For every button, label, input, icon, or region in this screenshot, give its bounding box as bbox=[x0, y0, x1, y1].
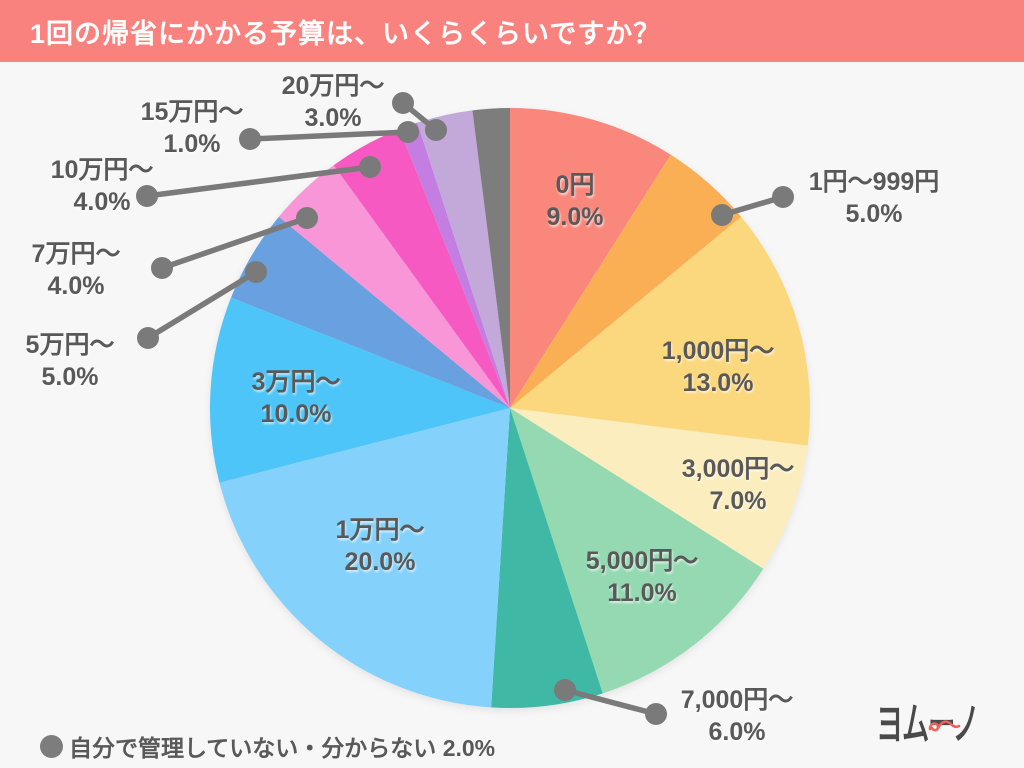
leader-line-9 bbox=[159, 215, 310, 271]
pie-slice-2 bbox=[510, 216, 810, 446]
legend-label: 自分で管理していない・分からない 2.0% bbox=[69, 729, 495, 763]
slice-label-3: 3,000円〜 7.0% bbox=[682, 453, 795, 517]
question-header: 1回の帰省にかかる予算は、いくらくらいですか？ bbox=[0, 0, 1024, 62]
slice-label-name: 1万円〜 bbox=[335, 516, 425, 544]
question-title: 1回の帰省にかかる予算は、いくらくらいですか？ bbox=[30, 18, 662, 49]
segment-dot-5 bbox=[554, 679, 576, 701]
slice-label-percent: 7.0% bbox=[709, 487, 767, 515]
slice-label-percent: 6.0% bbox=[708, 718, 766, 746]
yomuno-logo: ヨムーノ bbox=[876, 688, 1016, 749]
leader-line-8 bbox=[145, 269, 259, 341]
pie-slice-13 bbox=[472, 108, 510, 408]
slice-label-10: 10万円〜 4.0% bbox=[51, 154, 154, 218]
pie-slice-6 bbox=[219, 408, 510, 708]
slice-label-6: 1万円〜 20.0% bbox=[336, 514, 425, 578]
slice-label-4: 5,000円〜 11.0% bbox=[586, 545, 699, 609]
segment-dot-8 bbox=[245, 261, 267, 283]
slice-label-name: 15万円〜 bbox=[140, 98, 244, 126]
leader-line-11 bbox=[247, 129, 411, 142]
slice-label-percent: 13.0% bbox=[682, 369, 754, 397]
legend-dot-icon bbox=[40, 734, 63, 758]
logo-text: ヨムーノ bbox=[876, 700, 980, 749]
pie-slice-5 bbox=[491, 408, 603, 709]
label-dot-5 bbox=[645, 703, 667, 725]
slice-label-name: 1,000円〜 bbox=[661, 337, 775, 365]
slice-label-2: 1,000円〜 13.0% bbox=[662, 335, 775, 399]
slice-label-name: 5万円〜 bbox=[25, 331, 115, 359]
slice-label-11: 15万円〜 1.0% bbox=[141, 96, 244, 160]
slice-label-percent: 11.0% bbox=[607, 579, 677, 607]
slice-label-name: 7万円〜 bbox=[31, 240, 121, 268]
slice-label-name: 20万円〜 bbox=[281, 72, 385, 100]
pie-slice-10 bbox=[333, 129, 510, 408]
pie-slice-4 bbox=[510, 408, 764, 694]
pie-slice-8 bbox=[231, 216, 510, 408]
pie-slice-1 bbox=[510, 154, 742, 408]
slice-label-percent: 9.0% bbox=[546, 203, 604, 231]
leader-line-10 bbox=[144, 164, 373, 199]
slice-label-percent: 5.0% bbox=[845, 200, 903, 228]
slice-label-1: 1円〜999円 5.0% bbox=[809, 166, 940, 230]
logo-swoosh-icon bbox=[928, 720, 961, 732]
slice-label-7: 3万円〜 10.0% bbox=[252, 366, 341, 430]
label-dot-9 bbox=[151, 257, 173, 279]
label-dot-12 bbox=[392, 92, 414, 114]
label-dot-10 bbox=[136, 185, 158, 207]
slice-label-percent: 10.0% bbox=[260, 400, 332, 428]
label-dot-11 bbox=[239, 128, 261, 150]
pie-slice-0 bbox=[510, 107, 671, 408]
slice-label-percent: 20.0% bbox=[344, 548, 416, 576]
segment-dot-12 bbox=[425, 119, 447, 141]
legend-row: 自分で管理していない・分からない 2.0% bbox=[40, 731, 495, 761]
slice-label-percent: 3.0% bbox=[304, 104, 362, 132]
legend-value: 2.0% bbox=[442, 735, 496, 761]
pie-slice-9 bbox=[278, 165, 510, 408]
slice-label-9: 7万円〜 4.0% bbox=[32, 238, 121, 302]
label-dot-1 bbox=[772, 186, 794, 208]
slice-label-0: 0円 9.0% bbox=[547, 169, 604, 233]
legend-label-text: 自分で管理していない・分からない bbox=[69, 735, 437, 761]
slice-label-12: 20万円〜 3.0% bbox=[282, 70, 385, 134]
slice-label-name: 3万円〜 bbox=[251, 368, 341, 396]
slice-label-name: 7,000円〜 bbox=[680, 686, 794, 714]
pie-slice-7 bbox=[210, 297, 510, 483]
segment-dot-10 bbox=[359, 156, 381, 178]
slice-label-8: 5万円〜 5.0% bbox=[26, 329, 115, 393]
segment-dot-9 bbox=[296, 207, 318, 229]
slice-label-name: 3,000円〜 bbox=[681, 455, 795, 483]
slice-label-percent: 4.0% bbox=[47, 272, 105, 300]
slice-label-percent: 5.0% bbox=[41, 363, 99, 391]
leader-line-5 bbox=[562, 687, 659, 717]
slice-label-percent: 1.0% bbox=[163, 130, 221, 158]
segment-dot-1 bbox=[711, 204, 733, 226]
segment-dot-11 bbox=[397, 121, 419, 143]
pie-slice-11 bbox=[399, 122, 510, 409]
pie-slice-12 bbox=[417, 110, 510, 409]
slice-label-name: 0円 bbox=[555, 171, 595, 199]
slice-label-name: 1円〜999円 bbox=[808, 168, 940, 196]
slice-label-percent: 4.0% bbox=[73, 188, 131, 216]
slice-label-name: 5,000円〜 bbox=[585, 547, 699, 575]
slice-label-name: 10万円〜 bbox=[50, 156, 154, 184]
label-dot-8 bbox=[137, 327, 159, 349]
pie-slice-3 bbox=[510, 408, 808, 569]
slice-label-5: 7,000円〜 6.0% bbox=[681, 684, 794, 748]
